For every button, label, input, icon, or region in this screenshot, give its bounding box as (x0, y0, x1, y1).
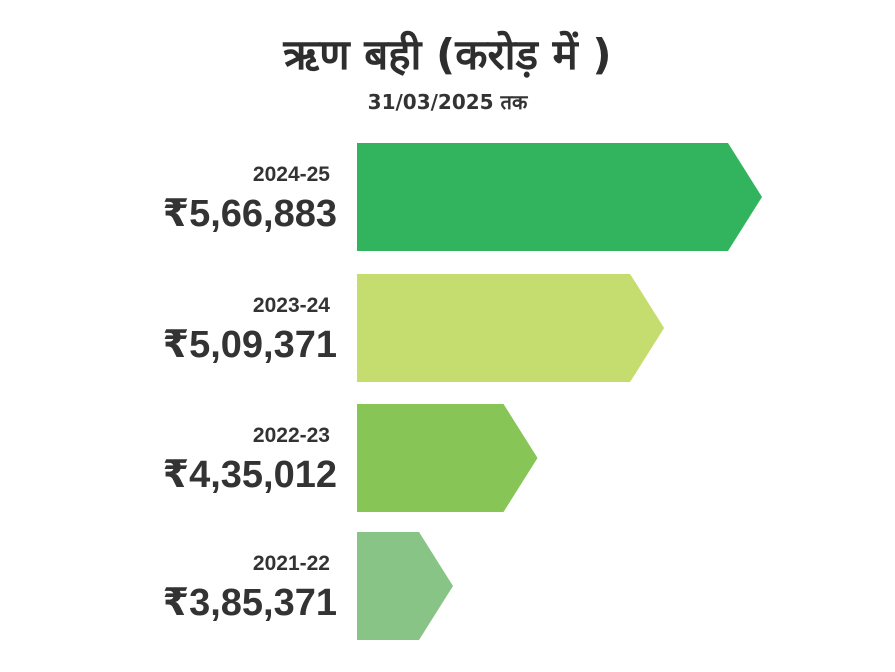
year-label-2023-24: 2023-24 (253, 294, 330, 317)
chart-subtitle: 31/03/2025 तक (367, 90, 528, 114)
bar-2022-23 (357, 404, 538, 512)
value-label-2022-23: ₹4,35,012 (163, 454, 337, 496)
chart-title: ऋण बही (करोड़ में ) (283, 30, 612, 79)
year-label-2024-25: 2024-25 (253, 163, 330, 186)
bar-2023-24 (357, 274, 665, 382)
bar-2021-22 (357, 532, 454, 640)
value-label-2023-24: ₹5,09,371 (163, 324, 337, 366)
value-label-2021-22: ₹3,85,371 (163, 582, 337, 624)
year-label-2021-22: 2021-22 (253, 552, 330, 575)
value-label-2024-25: ₹5,66,883 (163, 193, 337, 235)
year-label-2022-23: 2022-23 (253, 424, 330, 447)
bar-2024-25 (357, 143, 762, 251)
